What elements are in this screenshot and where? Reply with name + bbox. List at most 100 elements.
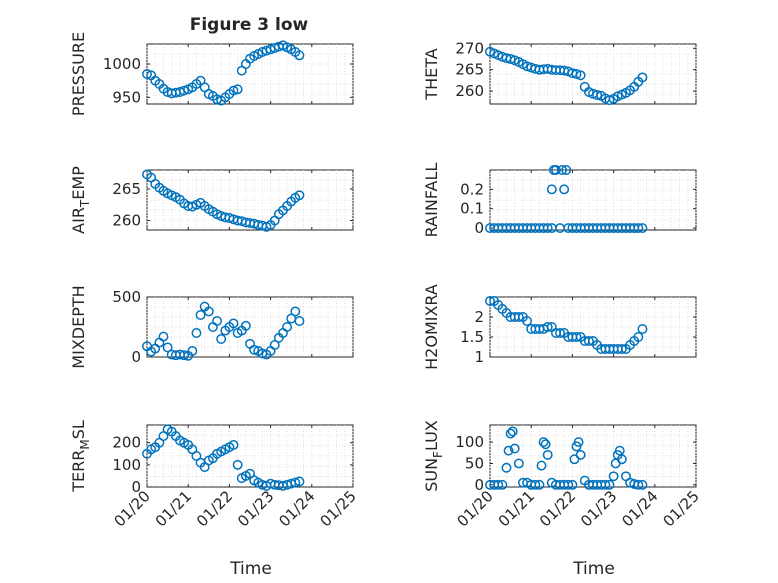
- x-axis-label-left: Time: [229, 559, 272, 579]
- grid-rainfall: [489, 170, 697, 230]
- y-tick-label-rainfall-2: 0.2: [460, 180, 484, 198]
- point-pressure-22: [232, 84, 243, 95]
- y-tick-label-terr-msl-0: 0: [131, 478, 141, 496]
- subplot-grid: 9501000PRESSURE260265AIRTEMP0500MIXDEPTH…: [69, 32, 703, 530]
- y-tick-label-terr-msl-2: 200: [112, 434, 141, 452]
- series-sun-flux: [485, 426, 648, 490]
- y-tick-label-sun-flux-1: 50: [465, 454, 484, 472]
- point-mixdepth-36: [290, 306, 301, 317]
- point-rainfall-16: [546, 184, 557, 195]
- point-sun-flux-17: [540, 439, 551, 450]
- point-sun-flux-9: [513, 458, 524, 469]
- subplot-mixdepth: 0 500 MIXDEPTH: [69, 285, 354, 369]
- point-h2omixra-37: [637, 324, 648, 334]
- point-h2omixra-32: [616, 344, 627, 354]
- point-mixdepth-12: [191, 328, 202, 338]
- point-air-temp-37: [294, 190, 305, 201]
- y-tick-label-theta-0: 260: [455, 82, 484, 100]
- y-tick-label-theta-1: 265: [455, 61, 484, 79]
- y-tick-label-sun-flux-0: 0: [474, 476, 484, 494]
- point-rainfall-18: [550, 165, 561, 175]
- point-sun-flux-4: [501, 462, 512, 473]
- point-pressure-37: [294, 50, 305, 61]
- y-tick-label-mixdepth-1: 500: [112, 288, 141, 306]
- y-tick-label-air-temp-1: 265: [112, 180, 141, 198]
- point-terr-msl-21: [228, 439, 239, 450]
- y-axis-label-sun-flux: SUNFLUX: [422, 420, 445, 492]
- point-theta-29: [604, 95, 615, 106]
- series-theta: [485, 46, 648, 106]
- series-air-temp: [142, 169, 305, 232]
- point-sun-flux-27: [573, 437, 584, 448]
- point-mixdepth-26: [249, 344, 260, 355]
- point-h2omixra-36: [633, 332, 644, 342]
- y-tick-label-sun-flux-2: 100: [455, 433, 484, 451]
- point-mixdepth-24: [240, 320, 251, 331]
- point-sun-flux-3: [497, 479, 508, 490]
- point-theta-22: [575, 70, 586, 81]
- point-mixdepth-37: [294, 316, 305, 326]
- point-sun-flux-28: [575, 449, 586, 460]
- point-sun-flux-14: [534, 479, 545, 490]
- y-tick-label-pressure-0: 950: [112, 88, 141, 106]
- point-theta-26: [592, 90, 603, 100]
- point-mixdepth-5: [162, 342, 173, 353]
- point-theta-5: [505, 54, 516, 64]
- subplot-theta: 260 265 270 THETA: [422, 39, 697, 106]
- y-tick-label-h2omixra-0: 1: [474, 348, 484, 366]
- y-axis-label-terr-msl: TERRMSL: [69, 420, 92, 493]
- point-mixdepth-21: [228, 318, 239, 329]
- y-tick-label-theta-2: 270: [455, 39, 484, 57]
- subplot-air-temp: 260 265 AIRTEMP: [69, 166, 354, 234]
- point-pressure-0: [142, 69, 152, 79]
- y-axis-label-air-temp: AIRTEMP: [69, 166, 92, 234]
- point-theta-21: [571, 69, 582, 79]
- point-sun-flux-2: [493, 479, 504, 490]
- point-h2omixra-24: [583, 336, 594, 346]
- point-mixdepth-11: [187, 346, 198, 356]
- point-sun-flux-5: [503, 445, 514, 456]
- point-sun-flux-36: [608, 471, 619, 482]
- point-mixdepth-34: [282, 322, 293, 332]
- point-rainfall-22: [561, 165, 572, 175]
- point-sun-flux-15: [536, 460, 547, 471]
- point-mixdepth-18: [216, 334, 227, 344]
- point-rainfall-14: [542, 223, 553, 234]
- point-sun-flux-7: [507, 426, 518, 437]
- subplot-pressure: 950 1000 PRESSURE: [69, 32, 354, 116]
- figure-title: Figure 3 low: [190, 15, 309, 35]
- point-sun-flux-35: [604, 479, 615, 490]
- y-axis-label-mixdepth: MIXDEPTH: [69, 285, 88, 368]
- point-sun-flux-8: [509, 443, 520, 454]
- y-axis-label-h2omixra: H2OMIXRA: [422, 284, 441, 370]
- point-sun-flux-16: [538, 437, 549, 448]
- series-rainfall: [485, 165, 648, 234]
- y-tick-label-air-temp-0: 260: [112, 212, 141, 230]
- y-tick-label-h2omixra-1: 1.5: [460, 328, 484, 346]
- point-terr-msl-22: [232, 459, 243, 470]
- point-mixdepth-31: [269, 340, 280, 350]
- point-terr-msl-37: [294, 476, 305, 487]
- point-h2omixra-14: [542, 322, 553, 332]
- point-rainfall-21: [559, 184, 570, 195]
- subplot-h2omixra: 1 1.5 2 H2OMIXRA: [422, 284, 697, 370]
- point-mixdepth-17: [212, 316, 222, 326]
- y-tick-label-rainfall-0: 0: [474, 219, 484, 237]
- point-sun-flux-23: [563, 479, 574, 490]
- series-h2omixra: [485, 296, 648, 354]
- point-h2omixra-21: [571, 332, 582, 342]
- point-mixdepth-4: [158, 331, 169, 342]
- point-terr-msl-36: [290, 477, 301, 488]
- y-tick-label-rainfall-1: 0.1: [460, 200, 484, 218]
- point-sun-flux-18: [542, 449, 553, 460]
- point-sun-flux-45: [637, 479, 648, 490]
- y-tick-label-h2omixra-2: 2: [474, 308, 484, 326]
- point-h2omixra-9: [522, 316, 533, 326]
- point-sun-flux-40: [616, 454, 627, 465]
- point-h2omixra-7: [513, 312, 524, 322]
- point-h2omixra-17: [555, 328, 565, 338]
- point-h2omixra-0: [485, 296, 495, 306]
- series-pressure: [142, 40, 305, 106]
- y-axis-label-rainfall: RAINFALL: [422, 163, 441, 238]
